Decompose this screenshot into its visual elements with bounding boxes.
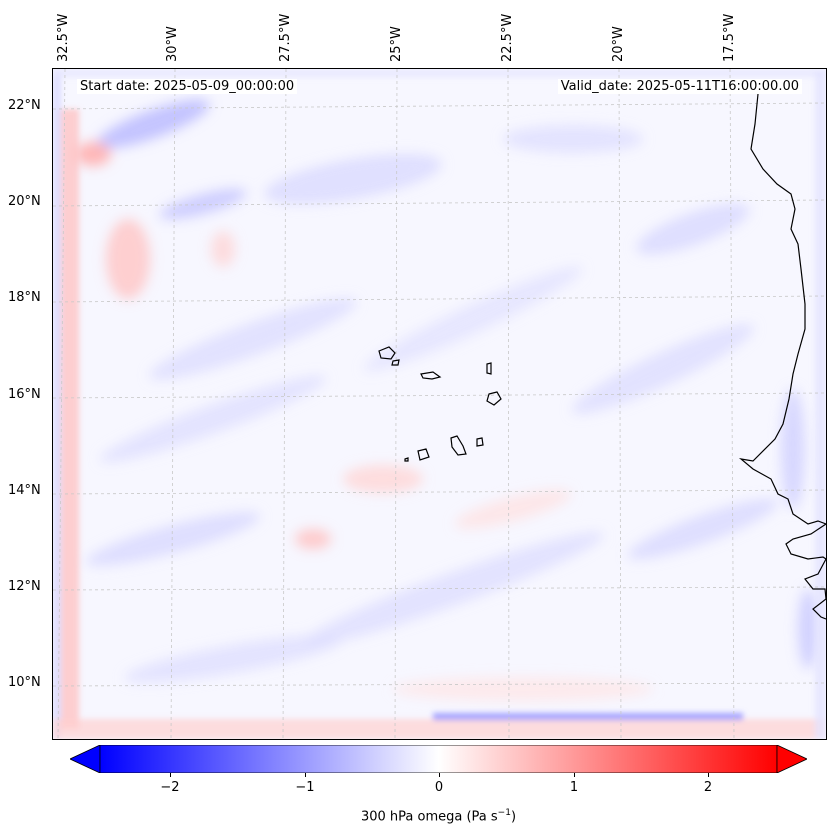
cape-verde-maio bbox=[476, 437, 484, 447]
cape-verde-santo-antao bbox=[378, 346, 396, 360]
colorbar-label-end: ) bbox=[510, 809, 517, 825]
gridlines bbox=[53, 69, 826, 739]
lon-label-25w: 25°W bbox=[389, 26, 404, 62]
colorbar-tick-neg2: −2 bbox=[160, 780, 180, 795]
cape-verde-sao-nicolau bbox=[420, 371, 442, 380]
cape-verde-sao-vicente bbox=[391, 359, 400, 366]
cape-verde-sal bbox=[486, 362, 492, 375]
colorbar-tick-neg1: −1 bbox=[295, 780, 315, 795]
colorbar-tickmark-neg1 bbox=[305, 773, 306, 777]
map-panel[interactable]: Start date: 2025-05-09_00:00:00 Valid_da… bbox=[52, 68, 827, 740]
lon-label-17-5w: 17.5°W bbox=[722, 13, 737, 62]
lon-label-20w: 20°W bbox=[611, 26, 626, 62]
omega-contours bbox=[75, 99, 818, 701]
colorbar-tickmark-neg2 bbox=[170, 773, 171, 777]
colorbar-tick-0: 0 bbox=[434, 780, 444, 795]
colorbar-tickmark-1 bbox=[574, 773, 575, 777]
start-date-label: Start date: 2025-05-09_00:00:00 bbox=[77, 79, 298, 94]
valid-date-label: Valid_date: 2025-05-11T16:00:00.00 bbox=[557, 79, 802, 94]
lat-label-12n: 12°N bbox=[8, 579, 41, 594]
lon-label-22-5w: 22.5°W bbox=[500, 13, 515, 62]
colorbar-tickmark-2 bbox=[708, 773, 709, 777]
colorbar-gradient bbox=[99, 745, 778, 773]
colorbar-tick-2: 2 bbox=[703, 780, 713, 795]
lat-label-10n: 10°N bbox=[8, 675, 41, 690]
lat-label-22n: 22°N bbox=[8, 98, 41, 113]
lat-label-18n: 18°N bbox=[8, 290, 41, 305]
lon-label-32-5w: 32.5°W bbox=[56, 13, 71, 62]
cape-verde-fogo bbox=[417, 448, 430, 461]
lon-label-30w: 30°W bbox=[165, 26, 180, 62]
coastlines bbox=[378, 93, 826, 620]
cape-verde-boa-vista bbox=[486, 391, 502, 406]
cape-verde-santiago bbox=[450, 435, 467, 456]
colorbar-tickmark-0 bbox=[439, 773, 440, 777]
longitude-labels: 32.5°W 30°W 27.5°W 25°W 22.5°W 20°W 17.5… bbox=[0, 0, 837, 68]
field-background bbox=[53, 69, 826, 739]
colorbar-label-exponent: −1 bbox=[497, 808, 511, 818]
cape-verde-brava bbox=[404, 457, 409, 462]
colorbar bbox=[70, 745, 807, 773]
africa-coastline bbox=[738, 93, 826, 620]
lon-label-27-5w: 27.5°W bbox=[278, 13, 293, 62]
colorbar-label-main: 300 hPa omega (Pa s bbox=[360, 809, 498, 825]
lat-label-16n: 16°N bbox=[8, 387, 41, 402]
colorbar-low-extend bbox=[70, 745, 101, 773]
omega-field-map bbox=[53, 69, 826, 739]
colorbar-label: 300 hPa omega (Pa s−1) bbox=[0, 808, 837, 824]
lat-label-14n: 14°N bbox=[8, 483, 41, 498]
boundary-artifacts bbox=[53, 69, 826, 739]
lat-label-20n: 20°N bbox=[8, 194, 41, 209]
colorbar-high-extend bbox=[776, 745, 807, 773]
colorbar-tick-1: 1 bbox=[569, 780, 579, 795]
